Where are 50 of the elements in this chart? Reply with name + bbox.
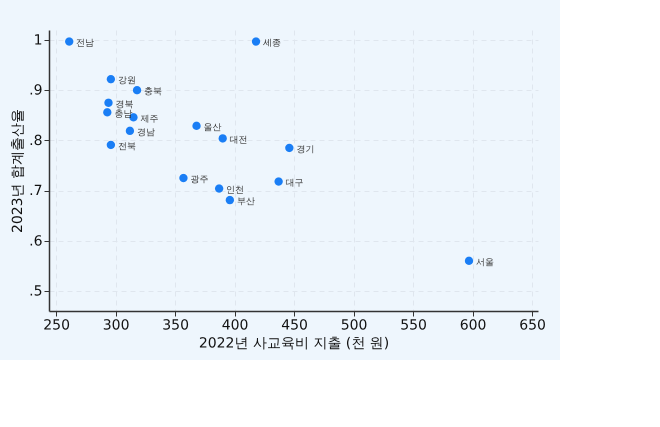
point [104, 98, 113, 107]
point [126, 126, 134, 136]
x-tick-label: 650 [519, 318, 546, 334]
y-tick-label: .6 [29, 233, 43, 250]
annotation: 부산 [236, 197, 255, 208]
x-tick-label: 350 [162, 318, 189, 334]
annotation: 제주 [140, 114, 158, 124]
annotation: 경기 [296, 144, 314, 155]
point [274, 177, 283, 186]
annotation: 전남 [76, 38, 94, 49]
y-tick-label: .7 [29, 183, 42, 200]
point [252, 37, 260, 46]
x-axis-title: 2022년 사교육비 지출 (천 원) [198, 336, 390, 352]
point [218, 134, 227, 143]
annotation: 대전 [230, 135, 248, 146]
point [65, 37, 74, 46]
y-axis-title: 2023년 합계출산율 [10, 108, 26, 234]
annotation: 세종 [263, 38, 282, 49]
y-tick-label: .9 [29, 82, 42, 99]
point [179, 174, 188, 182]
point [226, 196, 234, 204]
point [214, 184, 224, 193]
x-tick-label: 300 [102, 318, 130, 334]
point [192, 122, 201, 130]
annotation: 강원 [118, 76, 136, 86]
annotation: 전북 [118, 142, 136, 152]
x-tick-label: 550 [400, 318, 427, 334]
annotation: 인천 [226, 186, 244, 196]
x-tick-label: 450 [281, 318, 308, 334]
annotation: 울산 [204, 122, 222, 133]
annotation: 서울 [476, 258, 494, 268]
y-tick-label: .5 [29, 283, 42, 300]
point [103, 108, 112, 116]
annotation: 경북 [115, 100, 134, 110]
y-tick-label: .8 [29, 132, 42, 149]
annotation: 충북 [144, 87, 162, 98]
point [106, 75, 116, 84]
point [464, 256, 474, 265]
x-tick-label: 250 [43, 318, 70, 334]
x-tick-label: 400 [222, 318, 248, 334]
annotation: 경남 [136, 128, 155, 138]
x-tick-label: 600 [460, 318, 486, 334]
annotation: 충남 [114, 109, 132, 120]
point [132, 86, 142, 94]
y-tick-label: 1 [34, 32, 42, 49]
annotation: 광주 [190, 175, 208, 186]
point [106, 140, 116, 150]
x-tick-label: 500 [340, 318, 368, 334]
annotation: 대구 [286, 178, 304, 189]
point [285, 144, 294, 152]
